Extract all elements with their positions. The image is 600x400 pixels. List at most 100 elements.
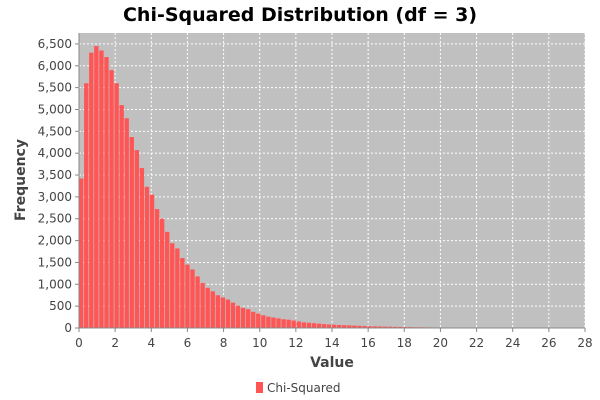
bar <box>79 178 84 328</box>
bar <box>210 291 215 328</box>
bar <box>175 248 180 328</box>
bar <box>397 326 403 328</box>
bar <box>245 309 251 328</box>
bar <box>89 52 94 329</box>
bar <box>326 324 332 328</box>
x-tick-label: 18 <box>397 336 412 350</box>
bar <box>149 194 155 328</box>
bar <box>230 302 236 328</box>
bar <box>195 276 200 328</box>
bar <box>109 70 114 329</box>
bar <box>372 326 377 328</box>
y-axis-label: Frequency <box>13 139 29 221</box>
x-tick-label: 28 <box>577 336 592 350</box>
bar <box>306 322 312 328</box>
legend: Chi-Squared <box>256 381 341 395</box>
bar <box>296 321 301 328</box>
x-axis-label: Value <box>310 355 354 371</box>
bar <box>301 322 306 328</box>
bar <box>251 311 256 328</box>
legend-label: Chi-Squared <box>267 381 341 395</box>
bar <box>94 46 99 328</box>
legend-swatch <box>256 382 263 393</box>
y-tick-label: 1,500 <box>38 255 72 269</box>
bar <box>124 118 129 328</box>
bar <box>220 297 226 328</box>
bar <box>225 299 231 328</box>
bar <box>200 282 205 328</box>
bar <box>240 307 246 328</box>
bar <box>114 83 119 328</box>
bar <box>311 323 317 328</box>
bar <box>215 295 220 328</box>
bar <box>367 326 372 328</box>
x-tick-label: 16 <box>361 336 376 350</box>
y-tick-label: 6,000 <box>38 59 72 73</box>
bar <box>139 168 145 328</box>
bar <box>129 137 134 328</box>
bar <box>286 319 291 328</box>
x-tick-label: 0 <box>75 336 83 350</box>
bar <box>154 209 160 328</box>
bar <box>256 313 261 328</box>
y-tick-label: 0 <box>64 321 72 335</box>
y-tick-label: 3,500 <box>38 168 72 182</box>
x-tick-label: 12 <box>288 336 303 350</box>
bar <box>362 326 367 328</box>
bar <box>261 315 266 328</box>
x-tick-label: 22 <box>469 336 484 350</box>
bar <box>291 320 296 328</box>
bar <box>321 324 327 328</box>
y-tick-label: 4,500 <box>38 124 72 138</box>
x-tick-label: 4 <box>147 336 155 350</box>
bar <box>387 326 393 328</box>
bar <box>352 325 357 328</box>
y-tick-label: 4,000 <box>38 146 72 160</box>
bar <box>392 326 398 328</box>
bar <box>190 269 195 328</box>
bar <box>180 258 185 328</box>
bar <box>332 324 337 328</box>
bar-series <box>79 46 585 329</box>
y-tick-label: 3,000 <box>38 190 72 204</box>
bar <box>165 231 170 328</box>
y-tick-label: 5,000 <box>38 102 72 116</box>
x-tick-label: 26 <box>541 336 556 350</box>
bar <box>266 316 271 328</box>
bar <box>271 317 276 328</box>
x-tick-label: 6 <box>184 336 192 350</box>
x-tick-label: 8 <box>220 336 228 350</box>
x-tick-label: 14 <box>324 336 339 350</box>
x-axis-ticks: 0 2 4 6 8 10 12 14 16 18 20 22 24 26 28 <box>75 328 593 350</box>
bar <box>144 186 150 328</box>
y-tick-label: 5,500 <box>38 81 72 95</box>
bar <box>170 243 175 328</box>
bar <box>377 326 382 328</box>
bar <box>357 325 362 328</box>
bar <box>235 305 241 328</box>
x-tick-label: 24 <box>505 336 520 350</box>
bar <box>84 83 89 328</box>
bar <box>382 326 387 328</box>
bar <box>337 324 342 328</box>
bar <box>159 218 165 328</box>
y-tick-label: 500 <box>49 299 72 313</box>
bar <box>205 287 210 328</box>
bar <box>316 323 322 328</box>
y-tick-label: 2,500 <box>38 212 72 226</box>
bar <box>281 319 286 328</box>
bar <box>347 325 352 328</box>
bar <box>185 264 190 328</box>
bar <box>119 105 124 328</box>
y-axis-ticks: 0 500 1,000 1,500 2,000 2,500 3,000 3,500 4,000 4… <box>38 37 79 335</box>
bar <box>276 318 281 328</box>
bar <box>342 325 347 328</box>
x-tick-label: 20 <box>433 336 448 350</box>
bar <box>134 150 140 328</box>
y-tick-label: 6,500 <box>38 37 72 51</box>
x-tick-label: 2 <box>111 336 119 350</box>
y-tick-label: 2,000 <box>38 234 72 248</box>
bar <box>99 50 104 329</box>
